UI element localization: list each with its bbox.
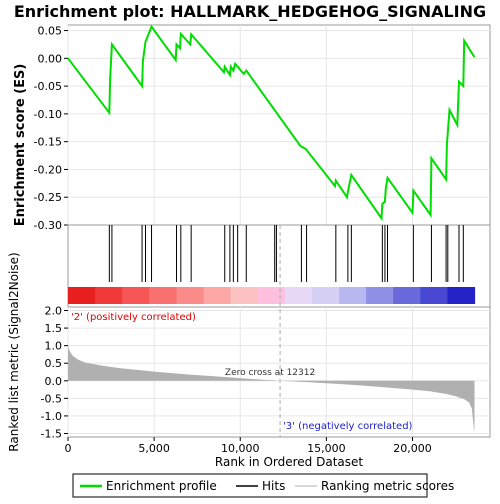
- es-y-tick-label: -0.30: [34, 219, 62, 232]
- es-y-tick-label: -0.20: [34, 163, 62, 176]
- metric-y-tick-label: 0.0: [45, 375, 63, 388]
- x-axis: 0 5,000 10,000 15,000 20,000: [65, 437, 432, 455]
- color-bar-segment: [284, 287, 313, 304]
- metric-y-axis-label: Ranked list metric (Signal2Noise): [7, 252, 21, 451]
- color-bar-segment: [366, 287, 394, 304]
- metric-y-tick-label: 0.5: [45, 357, 63, 370]
- color-bar-segment: [122, 287, 150, 304]
- metric-y-tick-label: 2.0: [45, 305, 63, 318]
- color-bar-segment: [203, 287, 232, 304]
- legend-label: Enrichment profile: [106, 479, 217, 493]
- es-y-axis-label: Enrichment score (ES): [13, 64, 28, 227]
- color-bar-segment: [447, 287, 476, 304]
- legend-label: Ranking metric scores: [321, 479, 454, 493]
- enrichment-profile-line: [67, 24, 476, 222]
- chart-title: Enrichment plot: HALLMARK_HEDGEHOG_SIGNA…: [14, 2, 486, 21]
- metric-y-tick-label: -0.5: [41, 392, 62, 405]
- zero-cross-label: Zero cross at 12312: [225, 368, 315, 378]
- color-bar-segment: [95, 287, 123, 304]
- color-bar-segment: [420, 287, 448, 304]
- es-y-tick-label: -0.05: [34, 80, 62, 93]
- x-axis-label: Rank in Ordered Dataset: [215, 455, 363, 469]
- es-y-axis: 0.05 0.00 -0.05 -0.10 -0.15 -0.20 -0.25 -0.30: [34, 25, 68, 232]
- es-panel: [67, 24, 491, 226]
- color-bar-segment: [149, 287, 177, 304]
- color-bar-segment: [393, 287, 421, 304]
- color-bar-segment: [176, 287, 205, 304]
- x-tick-label: 5,000: [138, 442, 170, 455]
- legend-label: Hits: [262, 479, 285, 493]
- es-y-tick-label: -0.15: [34, 136, 62, 149]
- color-bar-segment: [257, 287, 286, 304]
- negative-correlation-label: '3' (negatively correlated): [283, 421, 412, 432]
- es-y-tick-label: -0.25: [34, 191, 62, 204]
- color-bar-segment: [230, 287, 259, 304]
- metric-grid: [67, 307, 490, 437]
- positive-correlation-label: '2' (positively correlated): [71, 312, 196, 323]
- hits-group: [108, 225, 464, 282]
- color-bar-segment: [338, 287, 367, 304]
- es-y-tick-label: -0.10: [34, 108, 62, 121]
- legend-items: Enrichment profile Hits Ranking metric sco…: [80, 479, 454, 493]
- es-y-tick-label: 0.00: [38, 52, 63, 65]
- color-bar-segment: [68, 287, 96, 304]
- color-bar-segment: [311, 287, 340, 304]
- es-y-tick-label: 0.05: [38, 25, 63, 38]
- x-tick-label: 10,000: [221, 442, 260, 455]
- metric-y-tick-label: -1.0: [41, 410, 62, 423]
- metric-y-axis: 2.0 1.5 1.0 0.5 0.0 -0.5 -1.0 -1.5: [41, 305, 68, 440]
- metric-y-tick-label: 1.0: [45, 340, 63, 353]
- metric-y-tick-label: 1.5: [45, 322, 63, 335]
- x-tick-label: 20,000: [393, 442, 432, 455]
- x-tick-label: 0: [65, 442, 72, 455]
- x-tick-label: 15,000: [307, 442, 346, 455]
- color-bar: [68, 287, 476, 304]
- metric-y-tick-label: -1.5: [41, 427, 62, 440]
